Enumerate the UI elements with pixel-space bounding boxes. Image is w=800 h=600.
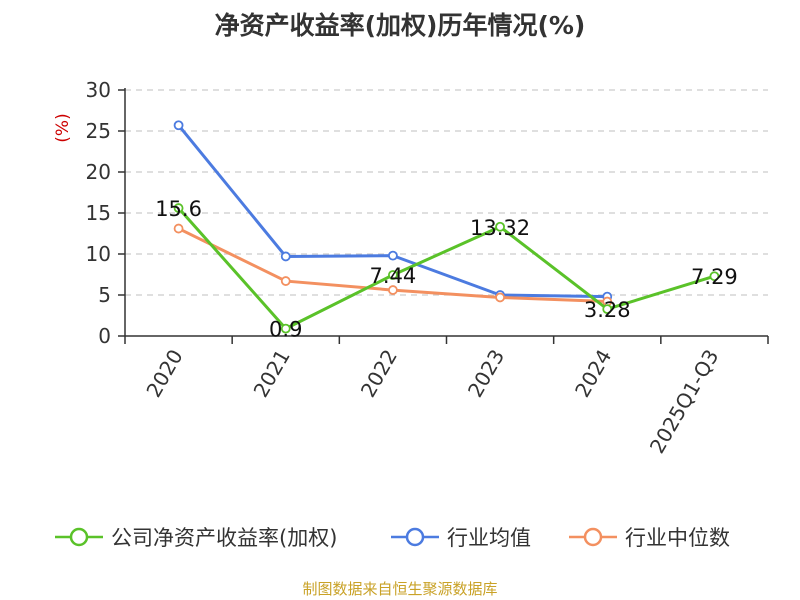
legend-label: 公司净资产收益率(加权) (111, 526, 338, 550)
grid-lines (125, 89, 768, 296)
series-point (173, 223, 184, 234)
y-axis-label: (%) (53, 113, 73, 142)
x-tick-label: 2023 (463, 345, 509, 401)
x-tick-label: 2020 (141, 345, 187, 401)
series-point (280, 323, 291, 334)
data-labels: 15.6 0.9 7.44 13.32 3.28 7.29 (155, 197, 738, 342)
series-point (388, 270, 398, 280)
y-tick-label: 0 (98, 324, 111, 348)
series-point (173, 120, 184, 131)
y-tick-label: 25 (86, 119, 111, 143)
series-point (709, 271, 720, 282)
data-label: 3.28 (584, 298, 631, 322)
series-point (495, 292, 505, 303)
series-point (280, 251, 291, 262)
x-tick-label: 2025Q1-Q3 (645, 345, 724, 457)
legend-item-company[interactable]: 公司净资产收益率(加权) (55, 522, 337, 552)
series-point (388, 285, 398, 295)
legend-label: 行业均值 (447, 526, 531, 550)
legend-item-industry-mean[interactable]: 行业均值 (391, 522, 531, 552)
x-tick-label: 2022 (356, 345, 402, 401)
x-tick-label: 2021 (249, 345, 295, 401)
series-point (602, 304, 613, 315)
series-line (177, 207, 715, 331)
series-point (495, 221, 505, 232)
series-point (388, 250, 398, 261)
data-label: 7.29 (691, 265, 738, 289)
data-label: 15.6 (155, 197, 202, 221)
y-tick-label: 20 (86, 160, 111, 184)
legend-item-industry-median[interactable]: 行业中位数 (569, 522, 730, 552)
series-lines (173, 120, 720, 334)
series-point (280, 276, 291, 286)
y-tick-label: 15 (86, 201, 111, 225)
y-tick-label: 30 (86, 78, 111, 102)
data-label: 13.32 (470, 216, 530, 240)
chart-title: 净资产收益率(加权)历年情况(%) (214, 11, 586, 40)
data-label: 0.9 (269, 318, 302, 342)
legend-label: 行业中位数 (625, 526, 730, 550)
legend-line-circle-icon (391, 527, 439, 547)
legend-line-circle-icon (55, 527, 103, 547)
source-note: 制图数据来自恒生聚源数据库 (302, 580, 498, 598)
y-tick-label: 10 (86, 242, 111, 266)
data-label: 7.44 (370, 264, 417, 288)
legend-line-circle-icon (569, 527, 617, 547)
x-tick-label: 2024 (570, 345, 616, 401)
series-point (173, 203, 184, 213)
y-tick-label: 5 (98, 283, 111, 307)
